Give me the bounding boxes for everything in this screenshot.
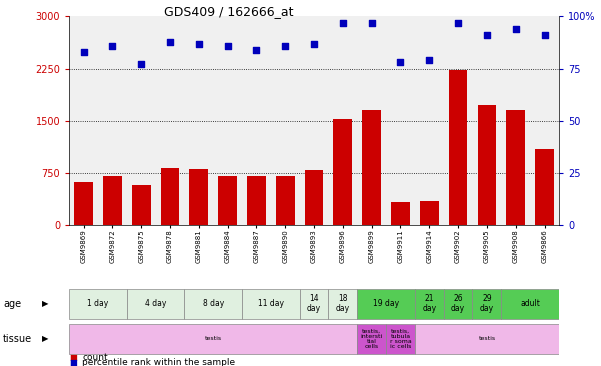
Text: testis,
tubula
r soma
ic cells: testis, tubula r soma ic cells: [389, 329, 411, 349]
Text: ▶: ▶: [42, 335, 48, 343]
Text: 21
day: 21 day: [423, 294, 436, 313]
Point: [252, 47, 261, 53]
Text: 11 day: 11 day: [258, 299, 284, 308]
Bar: [362, 111, 381, 225]
Bar: [127, 289, 185, 319]
Text: ■: ■: [69, 358, 77, 366]
Bar: [328, 289, 357, 319]
Point: [424, 57, 434, 63]
Bar: [391, 202, 410, 225]
Bar: [69, 289, 127, 319]
Text: 29
day: 29 day: [480, 294, 494, 313]
Bar: [305, 170, 323, 225]
Point: [165, 38, 175, 44]
Bar: [444, 289, 472, 319]
Text: age: age: [3, 299, 21, 309]
Bar: [507, 110, 525, 225]
Text: testis: testis: [478, 336, 495, 341]
Point: [511, 26, 520, 32]
Point: [540, 32, 549, 38]
Bar: [276, 176, 294, 225]
Point: [136, 61, 146, 67]
Bar: [535, 149, 554, 225]
Text: percentile rank within the sample: percentile rank within the sample: [82, 358, 236, 366]
Text: 14
day: 14 day: [307, 294, 321, 313]
Bar: [415, 289, 444, 319]
Text: adult: adult: [520, 299, 540, 308]
Bar: [449, 70, 468, 225]
Point: [79, 49, 88, 55]
Text: 26
day: 26 day: [451, 294, 465, 313]
Bar: [386, 324, 415, 354]
Point: [108, 43, 117, 49]
Text: 18
day: 18 day: [336, 294, 350, 313]
Bar: [160, 168, 179, 225]
Text: ■: ■: [69, 353, 77, 362]
Text: 4 day: 4 day: [145, 299, 166, 308]
Text: testis: testis: [204, 336, 222, 341]
Text: 19 day: 19 day: [373, 299, 399, 308]
Bar: [189, 169, 208, 225]
Bar: [472, 289, 501, 319]
Text: tissue: tissue: [3, 334, 32, 344]
Bar: [242, 289, 300, 319]
Point: [453, 20, 463, 26]
Bar: [357, 324, 386, 354]
Bar: [478, 105, 496, 225]
Bar: [300, 289, 328, 319]
Bar: [415, 324, 559, 354]
Bar: [334, 119, 352, 225]
Point: [338, 20, 347, 26]
Bar: [420, 201, 439, 225]
Bar: [247, 176, 266, 225]
Bar: [103, 176, 121, 225]
Text: 1 day: 1 day: [87, 299, 109, 308]
Text: 8 day: 8 day: [203, 299, 224, 308]
Bar: [74, 182, 93, 225]
Bar: [185, 289, 242, 319]
Text: testis,
intersti
tial
cells: testis, intersti tial cells: [361, 329, 383, 349]
Point: [281, 43, 290, 49]
Point: [367, 20, 376, 26]
Bar: [69, 324, 357, 354]
Bar: [501, 289, 559, 319]
Bar: [132, 186, 150, 225]
Text: GDS409 / 162666_at: GDS409 / 162666_at: [163, 5, 293, 19]
Bar: [218, 176, 237, 225]
Point: [310, 41, 319, 46]
Bar: [357, 289, 415, 319]
Text: ▶: ▶: [42, 299, 48, 308]
Text: count: count: [82, 353, 108, 362]
Point: [223, 43, 233, 49]
Point: [482, 32, 492, 38]
Point: [194, 41, 204, 46]
Point: [395, 59, 405, 65]
